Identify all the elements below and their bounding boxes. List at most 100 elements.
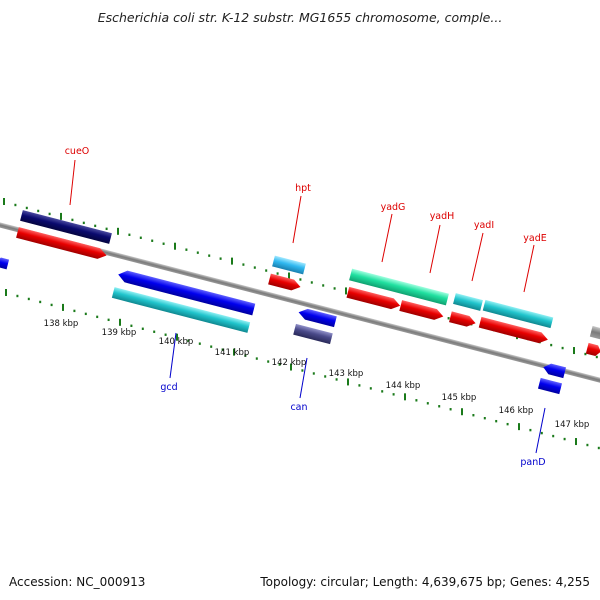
minor-tick — [198, 342, 201, 345]
minor-tick — [255, 357, 258, 360]
minor-tick — [71, 218, 74, 222]
minor-tick — [141, 327, 144, 330]
feature-blue[interactable] — [537, 377, 563, 395]
minor-tick — [39, 300, 42, 304]
minor-tick — [253, 266, 256, 269]
accession-text: Accession: NC_000913 — [9, 575, 145, 589]
minor-tick — [324, 375, 327, 378]
minor-tick — [506, 422, 509, 426]
major-tick — [345, 287, 347, 295]
minor-tick — [563, 437, 566, 441]
minor-tick — [426, 402, 429, 405]
gene-label-yadI[interactable]: yadI — [474, 220, 494, 231]
major-tick — [233, 348, 235, 356]
feature-blue[interactable] — [117, 269, 256, 316]
minor-tick — [84, 312, 87, 316]
feature-cyan[interactable] — [453, 293, 483, 311]
feature-red[interactable] — [268, 273, 302, 293]
minor-tick — [162, 242, 165, 245]
minor-tick — [358, 384, 361, 387]
minor-tick — [196, 251, 199, 254]
minor-tick — [312, 372, 315, 375]
minor-tick — [153, 330, 156, 333]
feature-green[interactable] — [349, 268, 449, 306]
minor-tick — [301, 369, 304, 372]
gene-label-gcd[interactable]: gcd — [160, 382, 177, 393]
tick-label: 140 kbp — [159, 337, 194, 347]
major-tick — [461, 408, 463, 416]
minor-tick — [278, 363, 281, 366]
feature-slate[interactable] — [293, 323, 333, 345]
minor-tick — [139, 236, 142, 239]
major-tick — [573, 347, 575, 355]
major-tick — [575, 438, 577, 446]
major-tick — [231, 257, 233, 265]
minor-tick — [529, 428, 532, 432]
gene-label-can[interactable]: can — [290, 402, 307, 413]
major-tick — [404, 393, 406, 401]
minor-tick — [25, 206, 28, 210]
gene-label-hpt[interactable]: hpt — [295, 183, 311, 194]
major-tick — [176, 333, 178, 341]
minor-tick — [597, 446, 600, 450]
feature-navy[interactable] — [20, 210, 112, 244]
lower-tick-row — [5, 289, 600, 450]
gene-label-cueO[interactable]: cueO — [65, 146, 90, 157]
minor-tick — [185, 248, 188, 251]
minor-tick — [586, 443, 589, 447]
major-tick — [117, 227, 119, 235]
gene-label-yadG[interactable]: yadG — [381, 202, 406, 213]
feature-blue-left[interactable] — [0, 257, 10, 270]
minor-tick — [208, 254, 211, 257]
major-tick — [3, 198, 5, 205]
feature-red[interactable] — [585, 342, 600, 357]
feature-blue[interactable] — [542, 362, 567, 379]
minor-tick — [107, 318, 110, 322]
minor-tick — [267, 360, 270, 363]
feature-sky[interactable] — [272, 255, 306, 275]
minor-tick — [276, 272, 279, 275]
minor-tick — [265, 269, 268, 272]
minor-tick — [472, 414, 475, 417]
minor-tick — [483, 416, 486, 420]
minor-tick — [187, 339, 190, 342]
feature-red[interactable] — [478, 316, 550, 345]
minor-tick — [219, 257, 222, 260]
minor-tick — [335, 378, 338, 381]
minor-tick — [595, 355, 598, 359]
minor-tick — [151, 239, 154, 242]
major-tick — [60, 212, 62, 220]
minor-tick — [299, 278, 302, 281]
major-tick — [288, 272, 290, 280]
major-tick — [347, 378, 349, 386]
minor-tick — [164, 333, 167, 336]
minor-tick — [82, 221, 85, 225]
major-tick — [518, 423, 520, 431]
feature-blue[interactable] — [297, 307, 337, 328]
gene-label-panD[interactable]: panD — [520, 457, 545, 468]
minor-tick — [381, 390, 384, 393]
feature-red[interactable] — [449, 311, 477, 328]
minor-tick — [27, 297, 30, 301]
feature-red[interactable] — [399, 300, 444, 322]
minor-tick — [37, 209, 40, 213]
feature-cyan[interactable] — [482, 299, 554, 329]
feature-red[interactable] — [346, 286, 401, 311]
major-tick — [62, 303, 64, 311]
tick-label: 141 kbp — [215, 348, 250, 358]
minor-tick — [310, 281, 313, 284]
tick-label: 142 kbp — [272, 358, 307, 368]
feature-red[interactable] — [16, 227, 108, 261]
feature-gray[interactable] — [589, 325, 600, 341]
feature-cyan[interactable] — [111, 287, 251, 333]
major-tick — [119, 318, 121, 326]
gene-label-yadE[interactable]: yadE — [523, 233, 546, 244]
major-tick — [174, 242, 176, 250]
minor-tick — [552, 434, 555, 438]
minor-tick — [584, 352, 587, 356]
gene-label-yadH[interactable]: yadH — [430, 211, 455, 222]
minor-tick — [14, 203, 17, 207]
minor-tick — [130, 324, 133, 327]
minor-tick — [73, 309, 76, 313]
